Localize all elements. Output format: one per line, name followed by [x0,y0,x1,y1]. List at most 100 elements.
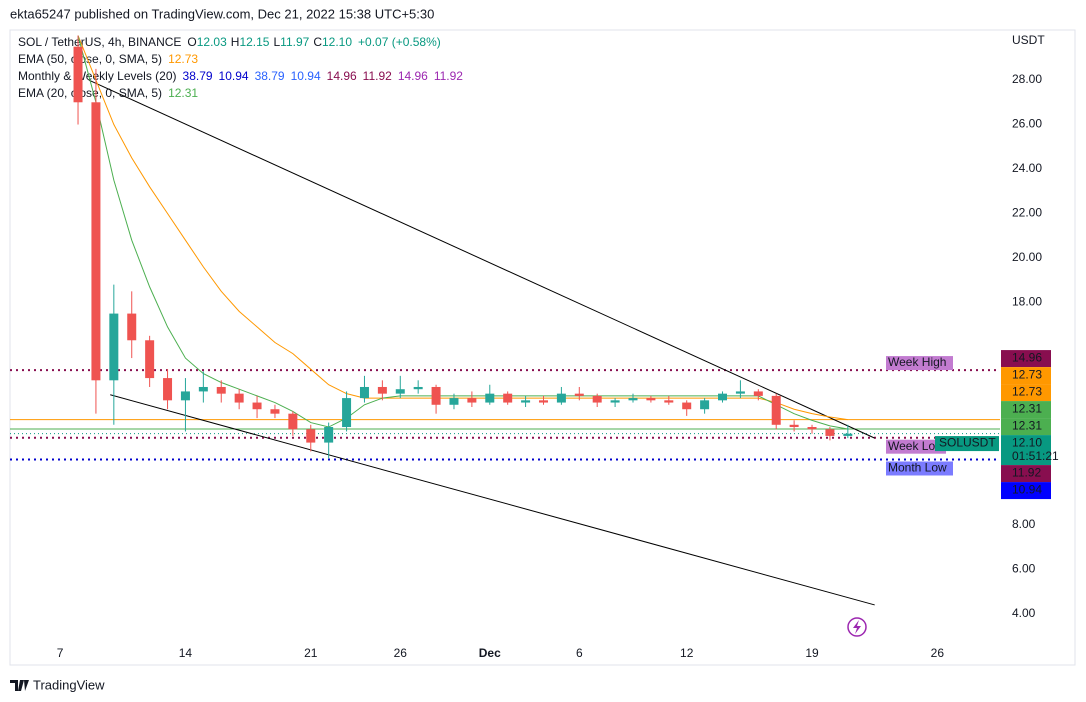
y-tick-label: 22.00 [1012,206,1042,220]
legend-name: EMA (20, close, 0, SMA, 5) [18,86,162,100]
x-tick-label: 14 [179,646,193,660]
x-tick-label: 19 [805,646,819,660]
candle-body [843,433,853,436]
candle-body [252,402,262,410]
candle-body [789,424,799,428]
candle-body [753,391,763,396]
legend-value: 12.15 [239,35,269,49]
currency-label: USDT [1012,33,1045,47]
candle-body [109,313,119,381]
candle-body [646,398,656,401]
legend-value: 10.94 [219,69,249,83]
candle-body [127,313,137,341]
candle-body [73,46,83,103]
level-tag [886,461,953,476]
level-label: Week High [888,355,946,369]
y-tick-label: 26.00 [1012,117,1042,131]
candle-body [234,393,244,403]
x-tick-label: 7 [57,646,64,660]
candle-body [735,391,745,394]
price-tag-label: 11.92 [1012,466,1041,480]
candle-body [610,400,620,403]
legend-name: Monthly & Weekly Levels (20) [18,69,177,83]
candle-body [556,393,566,403]
price-tag-label: 14.96 [1012,351,1042,365]
candle-body [718,393,728,401]
candle-body [198,386,208,392]
legend-value: +0.07 (+0.58%) [358,35,441,49]
x-tick-label: 26 [931,646,945,660]
legend-name: SOL / TetherUS, 4h, BINANCE [18,35,181,49]
legend-row: EMA (20, close, 0, SMA, 5) 12.31 [18,86,198,100]
candle-body [485,393,495,403]
candle-body [377,386,387,394]
trendline [88,79,875,439]
candle-body [825,429,835,436]
candle-body [682,402,692,410]
lightning-icon [847,617,867,637]
candle-body [163,378,173,401]
legend-value: 14.96 [327,69,357,83]
level-tag [886,439,946,454]
legend-value: 38.79 [255,69,285,83]
price-tag [1001,482,1051,500]
candle-body [700,400,710,410]
candle-body [359,386,369,399]
price-tag-label: 12.31 [1012,419,1042,433]
candle-body [628,398,638,401]
price-tag [1001,465,1051,483]
candle-body [306,429,316,443]
price-tag-label: 12.10 [1012,436,1042,450]
x-tick-label: Dec [479,646,501,660]
y-tick-label: 20.00 [1012,250,1042,264]
candle-body [395,389,405,394]
candle-body [449,398,459,405]
legend-row: Monthly & Weekly Levels (20) 38.79 10.94 38… [18,69,463,83]
symbol-tag [935,436,999,452]
candle-body [91,102,101,381]
price-tag-label: 12.73 [1012,385,1042,399]
legend-value: 10.94 [291,69,321,83]
x-tick-label: 6 [576,646,583,660]
level-label: Week Low [888,439,944,453]
legend-row: EMA (50, close, 0, SMA, 5) 12.73 [18,52,198,66]
candle-body [431,386,441,405]
legend-value: 11.92 [363,69,392,83]
legend-prefix: C [313,35,322,49]
candle-body [538,400,548,403]
candle-body [145,340,155,379]
candle-body [574,393,584,396]
price-countdown: 01:51:21 [1012,449,1059,463]
level-tag [886,356,953,371]
legend-value: 38.79 [183,69,213,83]
y-tick-label: 8.00 [1012,517,1036,531]
legend-row: SOL / TetherUS, 4h, BINANCE O12.03 H12.15 L… [18,35,441,49]
price-tag-label: 12.73 [1012,368,1042,382]
legend-value: 11.97 [280,35,309,49]
level-label: Month Low [888,461,947,475]
price-tag [1001,350,1051,368]
legend-value: 12.73 [168,52,198,66]
candle-body [180,391,190,401]
y-tick-label: 28.00 [1012,72,1042,86]
legend-value: 14.96 [398,69,428,83]
candle-body [270,409,280,414]
chart-frame [9,29,1076,666]
trendline [110,394,875,606]
legend-value: 12.03 [197,35,227,49]
legend-value: 12.10 [322,35,352,49]
x-tick-label: 12 [680,646,694,660]
plot-area: Week High Week Low Month Low [10,35,1000,606]
legend-prefix: L [273,35,280,49]
footer-logo [10,680,29,691]
candle-body [807,427,817,430]
legend-name: EMA (50, close, 0, SMA, 5) [18,52,162,66]
legend-value: 11.92 [434,69,463,83]
y-tick-label: 6.00 [1012,562,1036,576]
candle-body [288,413,298,430]
price-tag-label: 10.94 [1012,483,1042,497]
price-tag [1001,384,1051,402]
symbol-label: SOLUSDT [939,436,996,450]
price-tag [1001,367,1051,385]
